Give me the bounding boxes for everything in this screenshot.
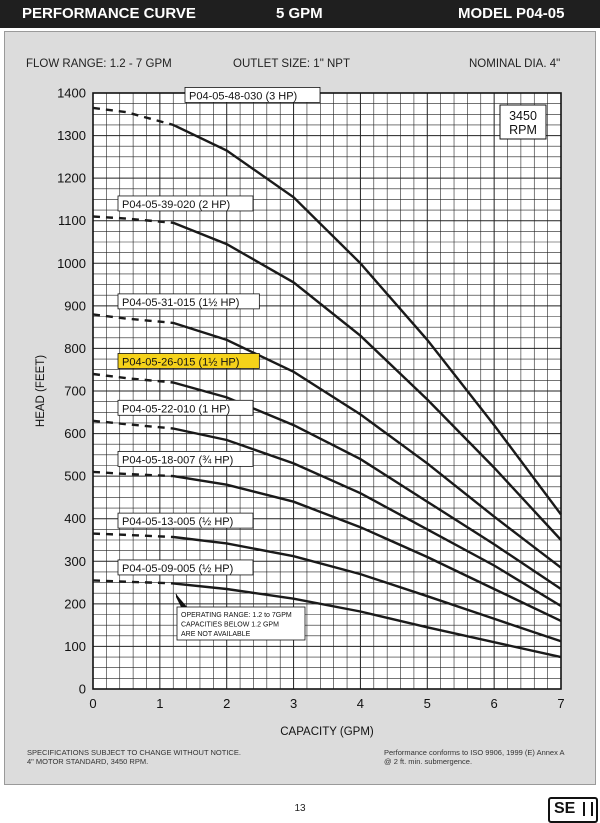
note-box (176, 606, 306, 641)
note-pointer (176, 594, 187, 607)
curve-solid (173, 582, 562, 659)
curve-label-box (117, 293, 260, 310)
note-line: CAPACITIES BELOW 1.2 GPM (181, 622, 279, 629)
x-tick-label: 5 (424, 696, 431, 711)
curve-label-box (117, 559, 254, 576)
company-logo: SE (548, 797, 598, 823)
y-tick-label: 500 (64, 469, 86, 484)
curve-label-group: P04-05-26-015 (1½ HP) (117, 353, 260, 369)
curve-label: P04-05-39-020 (2 HP) (122, 199, 230, 211)
header-bar: PERFORMANCE CURVE 5 GPM MODEL P04-05 (0, 0, 600, 28)
x-tick-label: 4 (357, 696, 364, 711)
note-line: OPERATING RANGE: 1.2 to 7GPM (181, 612, 292, 619)
footer-right-line1: Performance conforms to ISO 9906, 1999 (… (384, 748, 565, 757)
x-tick-label: 3 (290, 696, 297, 711)
curve-label-box (184, 87, 321, 103)
curve-label: P04-05-31-015 (1½ HP) (122, 297, 239, 309)
y-tick-label: 1200 (57, 171, 86, 186)
curve-solid (172, 381, 562, 590)
curve-label-group: P04-05-31-015 (1½ HP) (117, 293, 260, 310)
curve-label-group: P04-05-48-030 (3 HP) (184, 87, 321, 103)
curve-solid (172, 321, 562, 569)
x-tick-label: 6 (491, 696, 498, 711)
rpm-unit: RPM (509, 123, 537, 137)
y-axis-title: HEAD (FEET) (35, 355, 47, 427)
note-leader (175, 593, 184, 610)
y-tick-label: 900 (64, 298, 86, 313)
outlet-size-text: OUTLET SIZE: 1" NPT (233, 58, 350, 70)
x-tick-label: 7 (557, 696, 564, 711)
curve-dashed (92, 106, 174, 127)
curve-label: P04-05-09-005 (½ HP) (122, 563, 233, 575)
y-tick-label: 700 (64, 384, 86, 399)
logo-text: SE (554, 800, 576, 817)
curve-label-group: P04-05-13-005 (½ HP) (117, 512, 254, 529)
page-number: 13 (294, 803, 306, 814)
y-tick-label: 1300 (57, 128, 86, 143)
note-line: ARE NOT AVAILABLE (181, 631, 251, 638)
header-flow: 5 GPM (276, 5, 323, 22)
curve-label: P04-05-26-015 (1½ HP) (122, 356, 239, 368)
curve-label: P04-05-48-030 (3 HP) (189, 90, 297, 102)
y-tick-label: 300 (64, 554, 86, 569)
plot-border (92, 92, 562, 690)
curve-solid (172, 123, 562, 516)
curve-label-group: P04-05-39-020 (2 HP) (117, 195, 254, 212)
y-tick-label: 200 (64, 596, 86, 611)
footer-left-line1: SPECIFICATIONS SUBJECT TO CHANGE WITHOUT… (27, 748, 241, 757)
curve-label: P04-05-22-010 (1 HP) (122, 403, 230, 415)
y-tick-label: 1100 (58, 213, 86, 228)
y-tick-label: 600 (64, 426, 86, 441)
x-tick-label: 2 (223, 696, 230, 711)
nominal-dia-text: NOMINAL DIA. 4" (469, 58, 561, 70)
curve-label: P04-05-18-007 (¾ HP) (122, 454, 233, 466)
y-tick-label: 800 (64, 341, 86, 356)
footer-right: Performance conforms to ISO 9906, 1999 (… (384, 748, 565, 766)
y-tick-label: 100 (64, 639, 86, 654)
curve-label-box (117, 399, 254, 416)
curve-solid (173, 474, 562, 622)
rpm-value: 3450 (509, 109, 537, 123)
curve-label-box (117, 512, 254, 529)
footer-left-line2: 4" MOTOR STANDARD, 3450 RPM. (27, 757, 149, 766)
curve-label-box (117, 353, 260, 369)
flow-range-text: FLOW RANGE: 1.2 - 7 GPM (26, 58, 172, 70)
logo-mark (583, 802, 593, 816)
header-model: MODEL P04-05 (458, 5, 565, 22)
curve-solid (172, 221, 562, 541)
curve-label: P04-05-13-005 (½ HP) (122, 516, 233, 528)
curve-label-box (117, 195, 254, 212)
curve-label-group: P04-05-18-007 (¾ HP) (117, 450, 254, 467)
y-tick-label: 1000 (57, 256, 86, 271)
y-tick-label: 0 (79, 682, 86, 697)
x-tick-label: 1 (156, 696, 163, 711)
header-title: PERFORMANCE CURVE (22, 5, 196, 22)
x-axis-title: CAPACITY (GPM) (280, 726, 374, 738)
operating-range-note: OPERATING RANGE: 1.2 to 7GPM CAPACITIES B… (175, 593, 306, 641)
rpm-box-frame (499, 104, 547, 140)
curve-solid (172, 427, 562, 608)
y-tick-label: 1400 (57, 86, 86, 101)
y-tick-label: 400 (64, 511, 86, 526)
curve-solid (173, 535, 562, 643)
footer-left: SPECIFICATIONS SUBJECT TO CHANGE WITHOUT… (27, 748, 241, 766)
curve-label-box (117, 450, 254, 467)
footer-right-line2: @ 2 ft. min. submergence. (384, 757, 473, 766)
curve-label-group: P04-05-09-005 (½ HP) (117, 559, 254, 576)
x-tick-label: 0 (89, 696, 96, 711)
curve-label-group: P04-05-22-010 (1 HP) (117, 399, 254, 416)
